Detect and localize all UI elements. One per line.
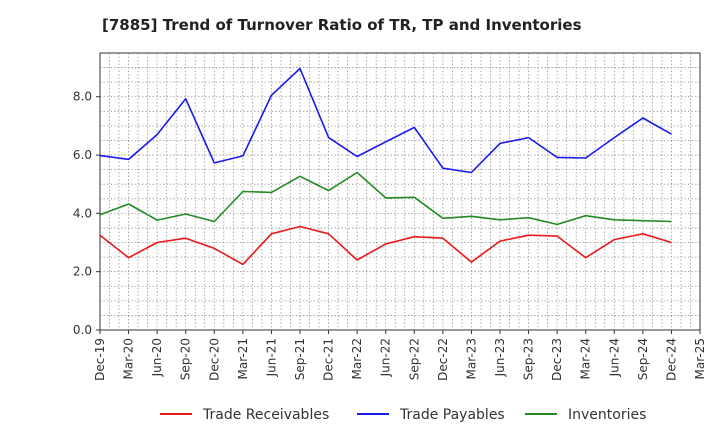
series-line <box>99 67 672 174</box>
x-tick-label: Jun-22 <box>379 338 393 377</box>
x-tick-label: Jun-24 <box>607 338 621 377</box>
y-tick-label: 4.0 <box>73 206 92 220</box>
chart-title: [7885] Trend of Turnover Ratio of TR, TP… <box>102 16 582 34</box>
y-axis: 0.0 2.0 4.0 6.0 8.0 <box>73 90 100 337</box>
x-tick-label: Mar-24 <box>579 338 593 379</box>
y-tick-label: 8.0 <box>73 90 92 104</box>
y-tick-label: 0.0 <box>73 323 92 337</box>
series-lines <box>99 67 672 266</box>
x-tick-label: Mar-25 <box>693 338 707 379</box>
plot-area <box>99 52 701 331</box>
x-tick-label: Dec-23 <box>550 338 564 381</box>
x-tick-label: Jun-21 <box>264 338 278 377</box>
series-line <box>99 225 672 266</box>
x-axis: Dec-19 Mar-20 Jun-20 Sep-20 Dec-20 Mar-21 Jun-… <box>93 330 707 381</box>
x-tick-label: Jun-23 <box>493 338 507 377</box>
x-tick-label: Dec-24 <box>664 338 678 381</box>
x-tick-label: Dec-20 <box>207 338 221 381</box>
x-tick-label: Sep-23 <box>522 338 536 380</box>
x-tick-label: Mar-22 <box>350 338 364 379</box>
x-tick-label: Jun-20 <box>150 338 164 377</box>
y-tick-label: 2.0 <box>73 265 92 279</box>
x-tick-label: Sep-24 <box>636 338 650 380</box>
x-tick-label: Mar-23 <box>464 338 478 379</box>
series-line <box>99 171 672 226</box>
x-tick-label: Sep-20 <box>179 338 193 380</box>
x-tick-label: Dec-19 <box>93 338 107 381</box>
x-tick-label: Mar-21 <box>236 338 250 379</box>
x-tick-label: Dec-21 <box>322 338 336 381</box>
legend: Trade Receivables Trade Payables Inventori… <box>160 407 646 423</box>
legend-label: Trade Payables <box>399 407 505 423</box>
grid <box>100 53 700 330</box>
x-tick-label: Sep-21 <box>293 338 307 380</box>
legend-label: Trade Receivables <box>202 407 329 423</box>
y-tick-label: 6.0 <box>73 148 92 162</box>
x-tick-label: Mar-20 <box>122 338 136 379</box>
x-tick-label: Dec-22 <box>436 338 450 381</box>
x-tick-label: Sep-22 <box>407 338 421 380</box>
legend-label: Inventories <box>568 407 646 423</box>
